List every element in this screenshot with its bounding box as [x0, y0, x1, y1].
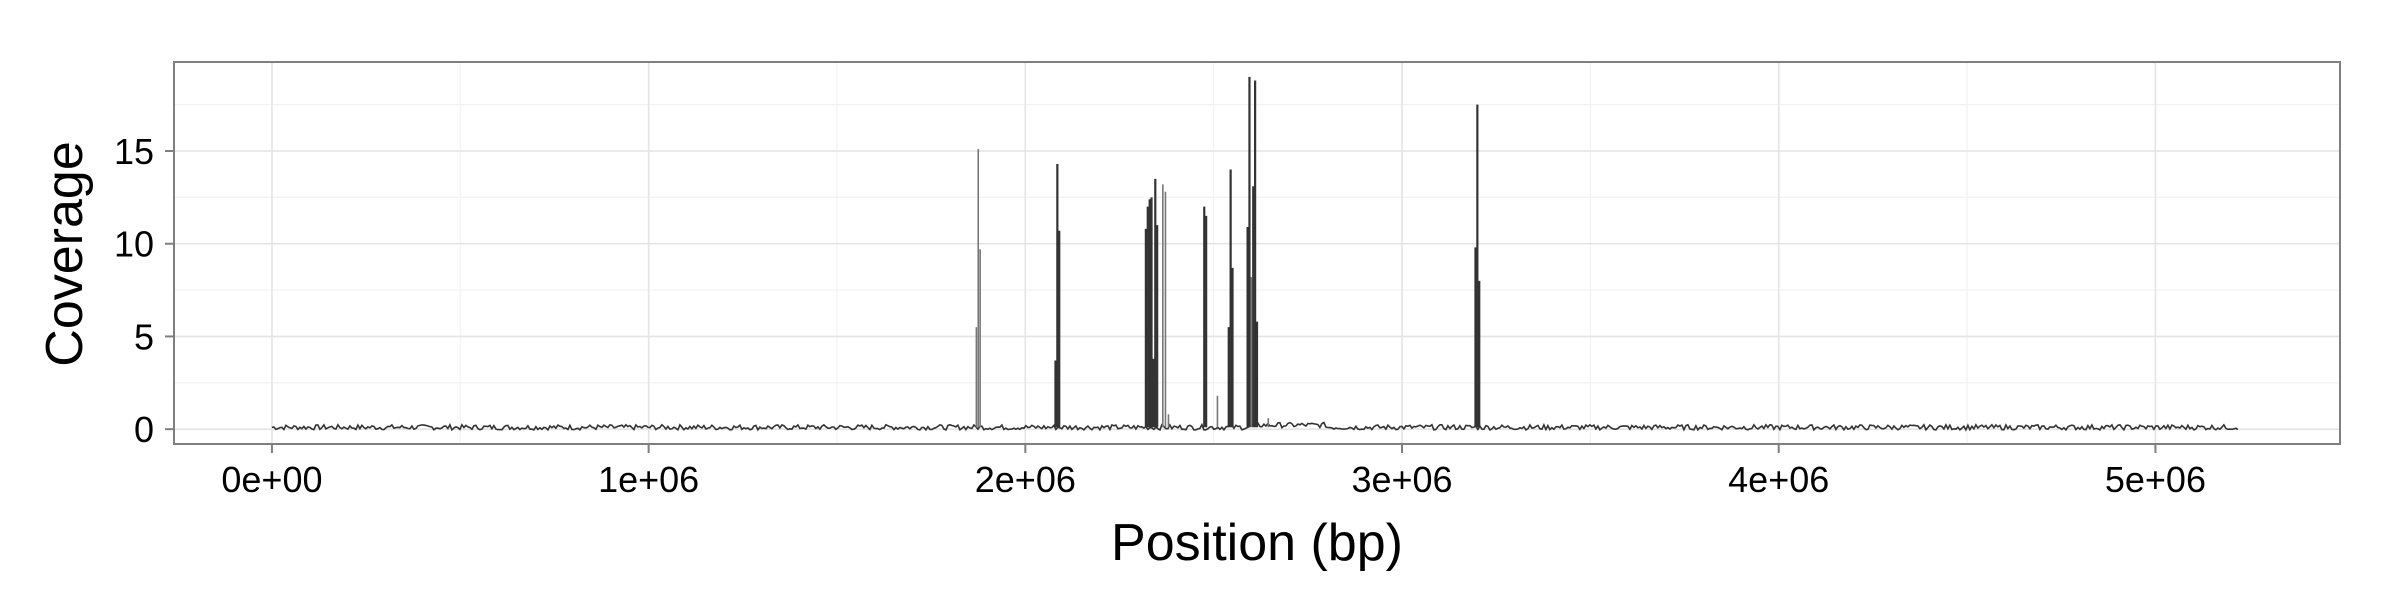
x-tick-label: 3e+06	[1351, 459, 1452, 500]
y-axis-title: Coverage	[36, 141, 94, 366]
y-tick-label: 10	[114, 224, 154, 265]
axes: 0e+00 1e+06 2e+06 3e+06 4e+06 5e+06 0 5 10 15	[114, 131, 2206, 500]
coverage-spikes	[975, 76, 1481, 428]
x-tick-label: 5e+06	[2105, 459, 2206, 500]
x-axis-title: Position (bp)	[1111, 514, 1403, 572]
y-tick-label: 5	[134, 316, 154, 357]
panel-border	[173, 61, 2341, 445]
x-tick-label: 1e+06	[598, 459, 699, 500]
y-tick-label: 15	[114, 131, 154, 172]
x-tick-label: 4e+06	[1728, 459, 1829, 500]
x-tick-label: 2e+06	[975, 459, 1076, 500]
y-tick-label: 0	[134, 409, 154, 450]
x-tick-label: 0e+00	[221, 459, 322, 500]
